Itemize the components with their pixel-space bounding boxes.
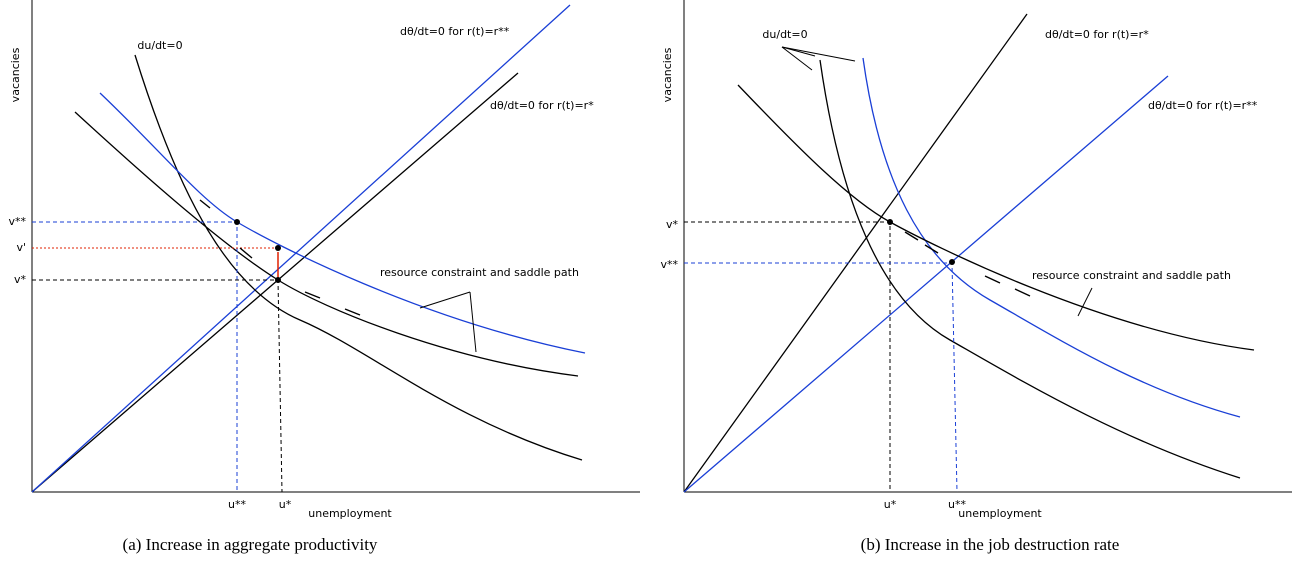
pointer [1077, 287, 1093, 317]
curve [819, 59, 1241, 479]
curve-label: dθ/dt=0 for r(t)=r** [400, 25, 510, 38]
y-tick-label: v' [16, 241, 26, 254]
curve [99, 92, 586, 354]
y-tick-label: v** [8, 215, 26, 228]
curve [31, 72, 519, 493]
curve [31, 4, 571, 493]
point [887, 219, 893, 225]
curve-label: dθ/dt=0 for r(t)=r* [1045, 28, 1149, 41]
y-tick-label: v* [666, 218, 679, 231]
pointer [419, 291, 471, 309]
curve [737, 84, 1255, 351]
curve-label: dθ/dt=0 for r(t)=r** [1148, 99, 1258, 112]
caption: (a) Increase in aggregate productivity [123, 535, 378, 554]
x-tick-label: u* [884, 498, 897, 511]
y-tick-label: v* [14, 273, 27, 286]
flow-arrow [1014, 288, 1031, 297]
curve-label: resource constraint and saddle path [1032, 269, 1231, 282]
point [234, 219, 240, 225]
pointer [781, 46, 856, 62]
flow-arrow [904, 231, 919, 241]
flow-arrow [344, 308, 361, 316]
pointer [469, 291, 477, 353]
x-axis-label: unemployment [308, 507, 392, 520]
point [949, 259, 955, 265]
panel-a: vacancies unemployment du/dt=0 dθ/dt=0 f… [8, 0, 640, 554]
y-axis-label: vacancies [661, 47, 674, 102]
flow-arrow [984, 275, 1001, 284]
flow-arrow [239, 247, 253, 259]
x-tick-label: u** [228, 498, 246, 511]
x-axis-label: unemployment [958, 507, 1042, 520]
flow-arrow [199, 199, 211, 209]
x-tick-label: u* [279, 498, 292, 511]
curve-label: resource constraint and saddle path [380, 266, 579, 279]
y-axis-label: vacancies [9, 47, 22, 102]
curve [134, 54, 583, 461]
flow-arrow [304, 291, 321, 299]
panel-b: vacancies unemployment du/dt=0 dθ/dt=0 f… [660, 0, 1292, 554]
point [275, 245, 281, 251]
flow-arrow [924, 244, 939, 254]
curve [862, 57, 1241, 418]
guide [32, 221, 238, 492]
y-tick-label: v** [660, 258, 678, 271]
curve [683, 75, 1169, 493]
pointer [781, 46, 813, 71]
curve [683, 13, 1028, 493]
curve [74, 111, 579, 377]
caption: (b) Increase in the job destruction rate [861, 535, 1120, 554]
curve-label: du/dt=0 [137, 39, 182, 52]
curve-label: dθ/dt=0 for r(t)=r* [490, 99, 594, 112]
x-tick-label: u** [948, 498, 966, 511]
curve-label: du/dt=0 [762, 28, 807, 41]
point [275, 277, 281, 283]
